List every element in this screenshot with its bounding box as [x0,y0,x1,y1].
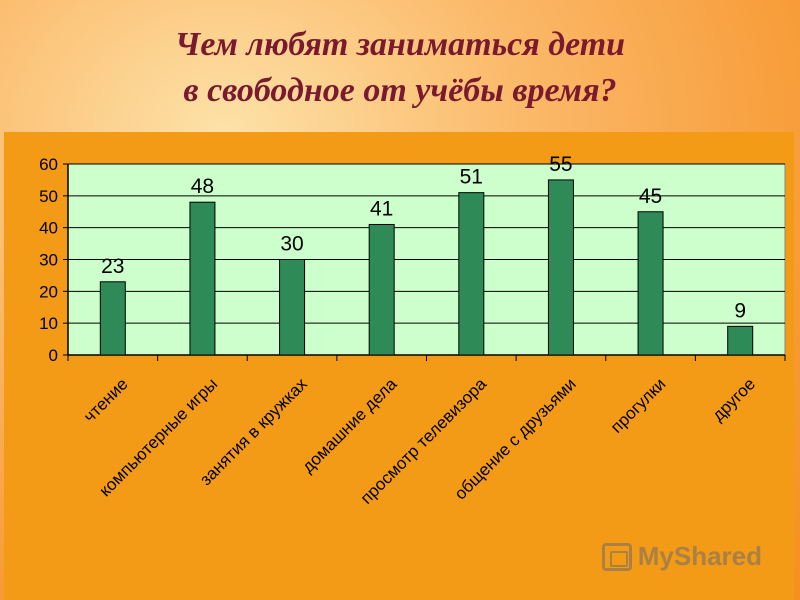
y-tick-label: 40 [39,219,58,238]
slide-title: Чем любят заниматься дети в свободное от… [0,22,800,114]
x-category-label: прогулки [607,374,669,436]
data-label: 48 [191,175,214,198]
bar [368,223,395,356]
myshared-logo-icon [601,542,632,571]
x-category-label: домашние дела [298,374,400,476]
y-tick-label: 30 [39,251,58,270]
bar [458,192,485,356]
bar [637,211,664,356]
bar [547,179,574,356]
data-label: 51 [460,166,483,189]
slide-title-line-2: в свободное от учёбы время? [183,72,617,109]
data-label: 41 [370,197,393,220]
slide-title-line-1: Чем любят заниматься дети [174,26,626,63]
data-label: 30 [280,233,303,256]
x-category-label: чтение [80,374,132,426]
x-category-label: другое [709,374,760,425]
data-label: 9 [734,299,746,322]
bar [189,201,216,356]
y-tick-label: 60 [39,155,58,174]
bar [727,325,754,356]
watermark-text: MyShared [637,541,762,571]
bar [279,259,306,356]
y-tick-label: 50 [39,187,58,206]
bar [99,281,126,356]
y-tick-label: 0 [49,346,58,365]
y-tick-label: 10 [39,314,58,333]
data-label: 45 [639,185,662,208]
watermark: MyShared [601,541,762,572]
y-tick-label: 20 [39,282,58,301]
data-label: 55 [549,153,572,176]
data-label: 23 [101,255,124,278]
